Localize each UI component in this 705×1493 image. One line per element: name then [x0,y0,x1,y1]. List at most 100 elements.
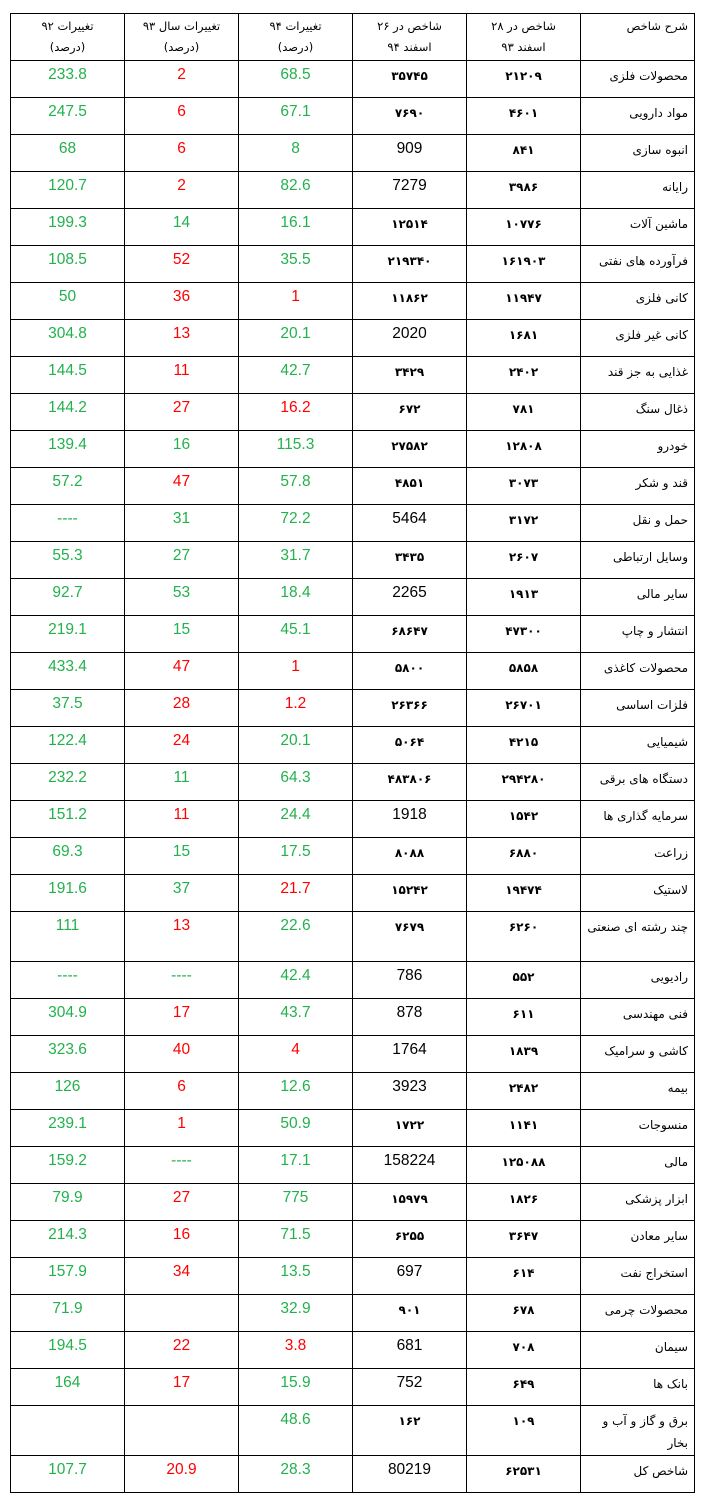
cell-change-94: 64.3 [238,763,353,801]
cell-description: غذایی به جز قند [580,356,695,394]
cell-change-92: 304.8 [10,319,125,357]
cell-change-94: 43.7 [238,998,353,1036]
cell-index-94: ۶۸۶۴۷ [352,615,467,653]
cell-description: شاخص کل [580,1455,695,1493]
table-row: چند رشته ای صنعتی ۶۲۶۰ ۷۶۷۹ 22.6 13 111 [10,911,695,962]
cell-change-92 [10,1405,125,1456]
header-line: تغییرات ۹۴ [269,19,322,33]
cell-change-94: 50.9 [238,1109,353,1147]
table-row: فرآورده های نفتی ۱۶۱۹۰۳ ۲۱۹۳۴۰ 35.5 52 108.5 [10,245,695,283]
cell-change-92: 107.7 [10,1455,125,1493]
cell-change-93: 11 [124,800,239,838]
header-line: شاخص در ۲۶ [377,19,442,33]
cell-description: فرآورده های نفتی [580,245,695,283]
cell-change-92: 79.9 [10,1183,125,1221]
cell-index-93: ۵۵۲ [466,961,581,999]
market-index-table: شرح شاخص شاخص در ۲۸ اسفند ۹۳ شاخص در ۲۶ اسفن… [10,13,695,1493]
table-row: بانک ها ۶۴۹ 752 15.9 17 164 [10,1368,695,1406]
cell-index-94: 752 [352,1368,467,1406]
cell-description: انبوه سازی [580,134,695,172]
cell-index-94: ۳۵۷۴۵ [352,60,467,98]
cell-index-94: 7279 [352,171,467,209]
cell-change-94: 48.6 [238,1405,353,1456]
cell-index-94: ۵۰۶۴ [352,726,467,764]
cell-description: مالی [580,1146,695,1184]
table-row: کانی فلزی ۱۱۹۴۷ ۱۱۸۶۲ 1 36 50 [10,282,695,320]
cell-change-93: 27 [124,541,239,579]
cell-description: کانی فلزی [580,282,695,320]
cell-index-94: ۵۸۰۰ [352,652,467,690]
cell-index-94: ۴۸۵۱ [352,467,467,505]
cell-description: برق و گاز و آب و بخار [580,1405,695,1456]
cell-change-92: 92.7 [10,578,125,616]
cell-index-93: ۶۲۵۳۱ [466,1455,581,1493]
cell-change-92: 71.9 [10,1294,125,1332]
cell-change-94: 32.9 [238,1294,353,1332]
cell-change-92: 159.2 [10,1146,125,1184]
cell-change-93: 34 [124,1257,239,1295]
cell-change-94: 67.1 [238,97,353,135]
cell-description: قند و شکر [580,467,695,505]
table-row: فلزات اساسی ۲۶۷۰۱ ۲۶۳۶۶ 1.2 28 37.5 [10,689,695,727]
cell-index-93: ۱۸۳۹ [466,1035,581,1073]
cell-change-92: 108.5 [10,245,125,283]
cell-change-93: 14 [124,208,239,246]
table-row: رایانه ۳۹۸۶ 7279 82.6 2 120.7 [10,171,695,209]
cell-description: ماشین آلات [580,208,695,246]
cell-index-94: ۷۶۷۹ [352,911,467,962]
cell-description: منسوجات [580,1109,695,1147]
cell-change-93: 22 [124,1331,239,1369]
cell-description: محصولات چرمی [580,1294,695,1332]
cell-change-93: 27 [124,393,239,431]
cell-index-93: ۴۷۳۰۰ [466,615,581,653]
table-row: سایر مالی ۱۹۱۳ 2265 18.4 53 92.7 [10,578,695,616]
cell-change-93: 13 [124,319,239,357]
cell-change-92: 69.3 [10,837,125,875]
table-row: برق و گاز و آب و بخار ۱۰۹ ۱۶۲ 48.6 [10,1405,695,1456]
table-row: سیمان ۷۰۸ 681 3.8 22 194.5 [10,1331,695,1369]
cell-change-93: 11 [124,763,239,801]
cell-change-94: 17.5 [238,837,353,875]
cell-change-93: 20.9 [124,1455,239,1493]
cell-change-93: 15 [124,837,239,875]
cell-change-93: 16 [124,1220,239,1258]
cell-change-93 [124,1405,239,1456]
cell-change-94: 15.9 [238,1368,353,1406]
cell-description: حمل و نقل [580,504,695,542]
table-row: قند و شکر ۳۰۷۳ ۴۸۵۱ 57.8 47 57.2 [10,467,695,505]
table-row: وسایل ارتباطی ۲۶۰۷ ۳۴۳۵ 31.7 27 55.3 [10,541,695,579]
cell-index-94: 3923 [352,1072,467,1110]
cell-change-94: 22.6 [238,911,353,962]
table-row: لاستیک ۱۹۴۷۴ ۱۵۲۴۲ 21.7 37 191.6 [10,874,695,912]
cell-change-92: 139.4 [10,430,125,468]
cell-index-93: ۳۹۸۶ [466,171,581,209]
cell-change-92: 68 [10,134,125,172]
cell-index-94: 2020 [352,319,467,357]
cell-index-94: ۲۷۵۸۲ [352,430,467,468]
cell-index-93: ۱۶۱۹۰۳ [466,245,581,283]
header-line: (درصد) [277,40,314,54]
cell-index-93: ۱۵۴۲ [466,800,581,838]
table-row: مواد دارویی ۴۶۰۱ ۷۶۹۰ 67.1 6 247.5 [10,97,695,135]
cell-index-93: ۶۱۴ [466,1257,581,1295]
cell-change-93: 17 [124,998,239,1036]
table-row: انتشار و چاپ ۴۷۳۰۰ ۶۸۶۴۷ 45.1 15 219.1 [10,615,695,653]
cell-index-94: ۲۱۹۳۴۰ [352,245,467,283]
cell-change-92: 144.5 [10,356,125,394]
cell-change-93: 2 [124,171,239,209]
header-index-94: شاخص در ۲۶ اسفند ۹۴ [352,13,467,61]
table-row: فنی مهندسی ۶۱۱ 878 43.7 17 304.9 [10,998,695,1036]
cell-change-92: 219.1 [10,615,125,653]
cell-index-94: ۱۶۲ [352,1405,467,1456]
cell-change-93: 11 [124,356,239,394]
cell-change-92: ---- [10,504,125,542]
cell-change-92: 55.3 [10,541,125,579]
cell-description: سایر معادن [580,1220,695,1258]
cell-change-92: 194.5 [10,1331,125,1369]
cell-index-93: ۷۸۱ [466,393,581,431]
cell-change-94: 17.1 [238,1146,353,1184]
cell-description: رادیویی [580,961,695,999]
cell-index-93: ۲۱۲۰۹ [466,60,581,98]
cell-description: رایانه [580,171,695,209]
header-line: تغییرات سال ۹۳ [142,19,221,33]
